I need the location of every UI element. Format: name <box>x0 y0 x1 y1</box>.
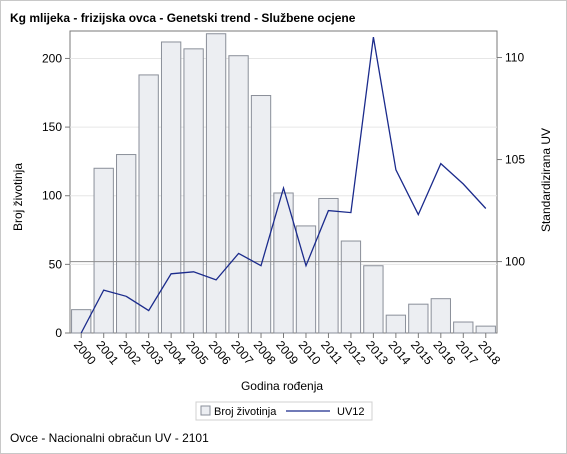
x-tick-label: 2009 <box>273 338 301 368</box>
x-tick-label: 2000 <box>71 338 99 368</box>
footnote: Ovce - Nacionalni obračun UV - 2101 <box>10 431 209 445</box>
y-tick-label: 50 <box>49 257 63 271</box>
bar-2011 <box>318 197 339 334</box>
y-tick-label: 150 <box>42 120 62 134</box>
y-axis-ticks: 0 50 100 150 200 <box>42 51 70 340</box>
legend-box <box>195 401 373 421</box>
y2-tick-label: 105 <box>505 153 525 167</box>
bar-2002 <box>116 154 137 334</box>
y-axis-label: Broj životinja <box>11 163 25 231</box>
legend-label-line: UV12 <box>337 406 365 418</box>
y2-tick-label: 110 <box>505 51 524 65</box>
legend-bar-swatch <box>200 405 211 416</box>
bar-2014 <box>385 314 407 334</box>
x-tick-label: 2008 <box>251 338 279 368</box>
bar-2004 <box>160 41 182 334</box>
bar-2013 <box>363 265 384 334</box>
x-tick-label: 2016 <box>431 338 459 368</box>
x-tick-label: 2013 <box>363 338 391 368</box>
bar-2008 <box>250 95 272 334</box>
x-axis-ticks: 2000200120022003200420052006200720082009… <box>71 333 504 368</box>
bar-2017 <box>453 321 474 334</box>
bar-2001 <box>93 167 114 334</box>
x-tick-label: 2018 <box>476 338 504 368</box>
bar-2015 <box>408 303 429 334</box>
y2-axis-ticks: 100 105 110 <box>497 51 525 269</box>
x-tick-label: 2015 <box>408 338 436 368</box>
x-axis-label: Godina rođenja <box>241 379 323 393</box>
legend-label-bars: Broj životinja <box>214 406 277 418</box>
x-tick-label: 2017 <box>453 338 481 368</box>
plot-area <box>69 30 498 334</box>
x-tick-label: 2004 <box>161 338 189 368</box>
uv12-line <box>80 36 487 334</box>
x-tick-label: 2005 <box>183 338 211 368</box>
x-tick-label: 2002 <box>116 338 144 368</box>
bar-2009 <box>273 192 294 334</box>
y-tick-label: 0 <box>55 326 62 340</box>
x-tick-label: 2012 <box>341 338 369 368</box>
y-tick-label: 200 <box>42 51 62 65</box>
chart-title: Kg mlijeka - frizijska ovca - Genetski t… <box>10 11 356 25</box>
x-tick-label: 2006 <box>206 338 234 368</box>
x-tick-label: 2001 <box>93 338 121 368</box>
x-tick-label: 2014 <box>386 338 414 368</box>
bar-2005 <box>183 48 204 334</box>
bar-2007 <box>228 55 249 334</box>
y2-axis-label: Standardizirana UV <box>539 128 553 232</box>
bar-2016 <box>430 298 451 334</box>
x-tick-label: 2011 <box>318 338 346 367</box>
x-tick-label: 2003 <box>138 338 166 368</box>
x-tick-label: 2007 <box>228 338 256 368</box>
bar-2018 <box>475 325 496 334</box>
bar-2012 <box>340 240 362 334</box>
y-tick-label: 100 <box>42 189 62 203</box>
x-tick-label: 2010 <box>296 338 324 368</box>
bar-2006 <box>205 33 227 334</box>
bar-2003 <box>138 74 159 334</box>
legend: Broj životinja UV12 <box>195 401 373 421</box>
y2-tick-label: 100 <box>505 255 525 269</box>
